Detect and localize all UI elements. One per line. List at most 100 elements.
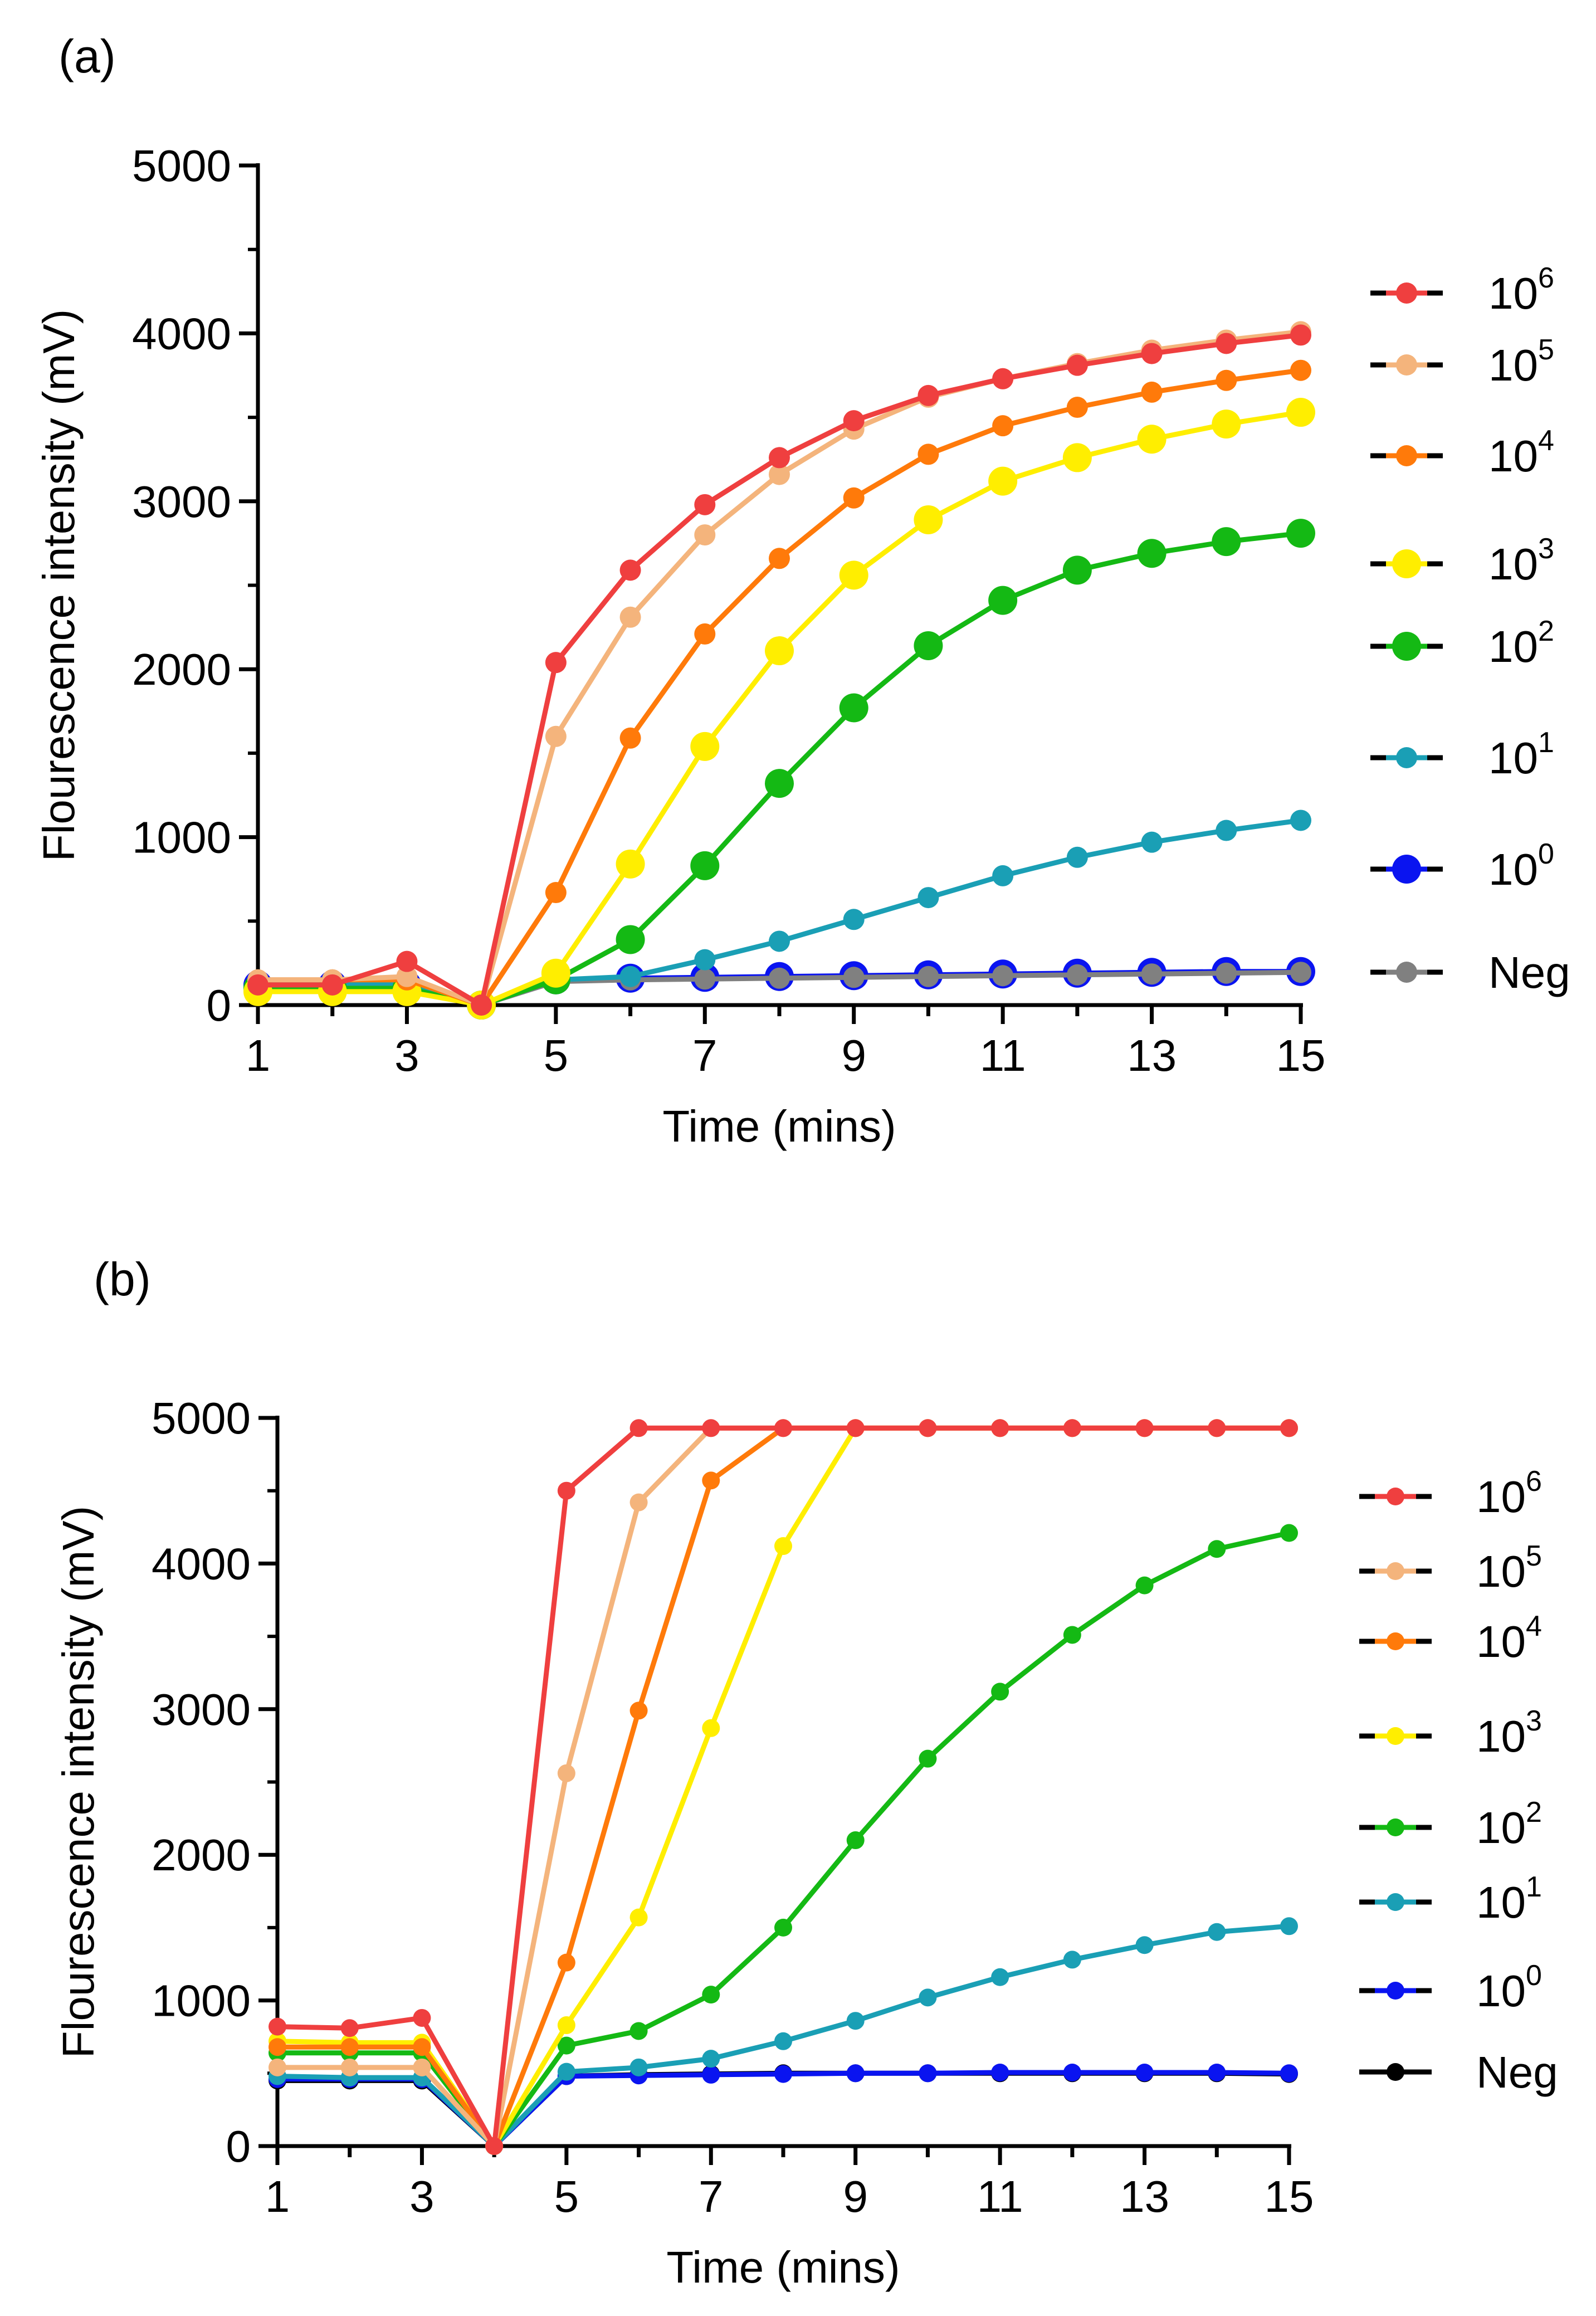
data-point [694,494,716,515]
data-point [1062,443,1092,472]
data-point [1212,409,1241,439]
data-point [843,909,865,930]
data-point [557,2036,575,2055]
data-point [914,631,943,661]
legend-exponent: 1 [1538,727,1554,759]
data-point [992,865,1014,886]
x-tick-label: 9 [843,2172,868,2221]
data-point [396,966,418,987]
data-point [765,769,794,798]
data-point [413,2038,431,2056]
legend-marker [1387,1818,1404,1836]
data-point [1141,343,1163,364]
data-point [557,1481,575,1500]
legend-label: Neg [1488,948,1570,997]
y-tick-label: 3000 [132,477,231,526]
x-tick-label: 5 [554,2172,579,2221]
data-point [557,1953,575,1972]
data-point [1216,962,1237,984]
data-point [914,505,943,534]
data-point [991,1968,1009,1986]
legend-label: 101 [1488,727,1554,783]
data-point [843,487,865,509]
data-point [1137,425,1167,454]
legend-entry: Neg [1370,948,1570,997]
data-point [690,851,720,880]
data-point [991,1419,1009,1437]
x-tick-label: 7 [699,2172,724,2221]
data-point [396,950,418,972]
data-point [269,2017,286,2036]
data-point [1216,333,1237,354]
data-point [616,925,645,954]
data-point [917,887,939,909]
legend-marker [1387,1893,1404,1911]
legend-marker [1387,1632,1404,1650]
legend-entry: 102 [1359,1796,1542,1852]
data-point [629,1908,648,1927]
data-point [545,725,567,747]
legend-entry: 106 [1370,262,1554,318]
data-point [991,1683,1009,1701]
legend-exponent: 3 [1538,533,1554,565]
data-point [1137,539,1167,568]
series-10e3 [243,398,1315,1020]
legend-exponent: 4 [1538,425,1554,457]
data-point [541,958,570,988]
data-point [1290,810,1311,831]
legend-marker [1392,549,1421,578]
legend-marker [1396,962,1417,983]
data-point [846,1419,865,1437]
data-point [1135,2063,1154,2081]
data-point [616,849,645,879]
legend-entry: 104 [1370,425,1554,481]
legend-marker [1396,354,1417,376]
legend-label: 106 [1488,262,1554,318]
y-axis-title: Flourescence intensity (mV) [34,309,84,861]
data-point [1141,381,1163,403]
y-tick-label: 5000 [152,1393,251,1443]
data-point [774,2032,792,2050]
data-point [321,974,343,996]
legend-marker [1387,2063,1404,2081]
x-tick-label: 9 [841,1031,866,1080]
data-point [557,2063,575,2081]
data-point [1066,964,1088,986]
data-point [690,732,720,761]
x-tick-label: 1 [246,1031,271,1080]
y-tick-label: 0 [207,981,232,1030]
legend-entry: 106 [1359,1465,1542,1522]
data-point [917,966,939,987]
legend-label: 104 [1476,1610,1542,1666]
y-tick-label: 1000 [132,813,231,862]
data-point [629,2022,648,2040]
data-point [991,2063,1009,2081]
legend-entry: 105 [1370,334,1554,390]
data-point [702,1471,720,1490]
data-point [629,1493,648,1512]
legend-label: 103 [1476,1705,1542,1761]
data-point [694,623,716,645]
data-point [992,965,1014,987]
data-point [992,368,1014,389]
y-tick-label: 5000 [132,141,231,191]
data-point [1216,369,1237,391]
y-tick-label: 3000 [152,1685,251,1734]
data-point [471,994,492,1016]
legend-entry: 100 [1370,838,1554,894]
data-point [545,882,567,904]
legend-marker [1387,1982,1404,2000]
data-point [917,384,939,406]
data-point [919,2064,937,2083]
data-point [702,1986,720,2004]
data-point [1066,354,1088,376]
legend-entry: 101 [1370,727,1554,783]
data-point [917,443,939,465]
data-point [694,949,716,971]
y-tick-label: 0 [226,2122,251,2171]
data-point [1063,1626,1081,1644]
data-point [846,1831,865,1850]
